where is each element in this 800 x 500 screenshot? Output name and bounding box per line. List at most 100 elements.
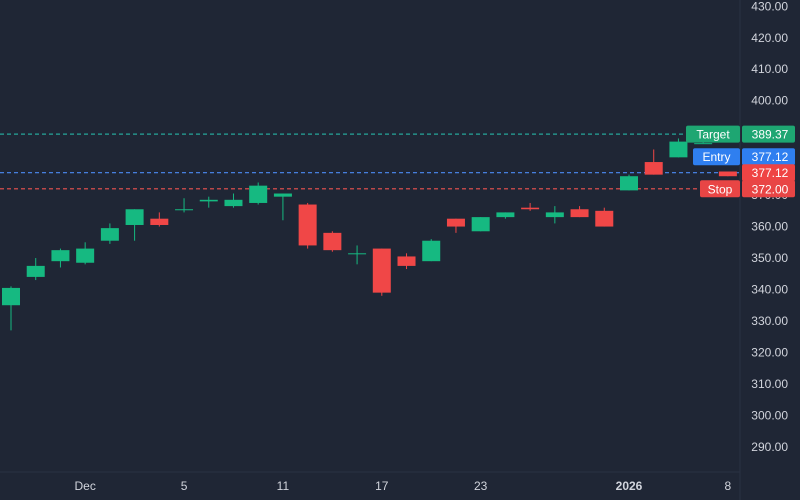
level-name-label: Stop [708,182,733,196]
price-tag-box [742,164,795,182]
candle-body [224,199,243,207]
x-tick-label: 2026 [616,479,643,493]
candle [521,202,540,211]
candle-body [570,209,589,218]
y-tick-label: 320.00 [751,345,788,359]
level-name-label: Entry [702,150,730,164]
candles [2,138,737,331]
candle-body [199,199,218,202]
candle-body [644,162,663,175]
candle [224,193,243,208]
x-tick-label: 23 [474,479,488,493]
level-lines [0,133,740,190]
candle-body [595,210,614,227]
candle [471,217,490,232]
price-tag-value: 389.37 [752,128,789,142]
candle-body [298,204,317,246]
candle-body [323,232,342,251]
candle-body [620,176,638,191]
candle-body [397,256,416,266]
y-tick-label: 310.00 [751,377,788,391]
candle [175,198,194,213]
candle [718,171,737,177]
candle-body [372,248,391,293]
candle-body [125,209,144,225]
candle [76,242,95,265]
candle [125,209,144,241]
candle-body [348,253,367,255]
candle [545,206,564,224]
price-tag-box [742,148,795,166]
candle [595,207,614,227]
candle-body [175,209,194,211]
candle-body [471,217,490,232]
x-tick-label: 11 [277,479,290,493]
candle-body [496,212,515,218]
y-tick-label: 410.00 [751,62,788,76]
candle [348,245,367,265]
candle [446,218,465,233]
candle-body [273,193,292,197]
level-tag-target: 389.37 Target [686,125,795,143]
y-tick-label: 360.00 [751,220,788,234]
candle [273,193,292,221]
candle [249,182,268,205]
y-tick-label: 340.00 [751,282,788,296]
candle [298,202,317,249]
time-axis[interactable]: Dec 5 11 17 23 2026 8 [74,479,731,493]
candle [669,138,688,158]
price-tag-value: 372.00 [752,182,789,196]
candle-body [26,265,45,277]
candle-body [422,240,441,262]
level-name-box [693,148,740,166]
candle-body [76,248,95,263]
y-tick-label: 430.00 [751,0,788,13]
y-tick-label: 420.00 [751,31,788,45]
price-tag-value: 377.12 [752,150,789,164]
candle [496,212,515,219]
price-tag-value: 377.12 [752,166,789,180]
candle [100,223,119,244]
candle-body [150,218,169,225]
y-tick-label: 290.00 [751,440,788,454]
y-tick-label: 350.00 [751,251,788,265]
candle-body [2,287,20,306]
candle-body [694,143,713,145]
level-tags: 389.37 Target 377.12 Entry 377.12 372.00 Stop [686,125,795,198]
x-tick-label: Dec [74,479,95,493]
candle [323,231,342,252]
price-tag-box [742,180,795,198]
candle-body [718,171,737,177]
candle [150,212,169,227]
level-tag-stop: 372.00 Stop [700,180,795,198]
level-tag-current: 377.12 [742,164,795,182]
level-tag-entry: 377.12 Entry [693,148,795,166]
candle [51,248,70,268]
y-tick-label: 330.00 [751,314,788,328]
candle [199,196,218,208]
price-axis[interactable]: 430.00420.00410.00400.00390.00380.00370.… [751,0,788,454]
candle-body [100,228,119,241]
y-tick-label: 300.00 [751,408,788,422]
x-tick-label: 8 [725,479,732,493]
candle [397,253,416,270]
candle [644,149,663,175]
candle-body [669,141,688,158]
candle [422,239,441,262]
level-name-box [700,180,740,198]
x-tick-label: 17 [375,479,389,493]
candle-body [545,212,564,218]
candle [26,258,45,281]
candle [570,206,589,218]
candle [372,248,391,296]
candle-body [446,218,465,227]
price-tag-box [742,125,795,143]
level-name-label: Target [696,128,730,142]
candle [2,286,20,331]
candle [620,174,638,191]
candle-body [51,250,70,262]
level-name-box [686,125,740,143]
